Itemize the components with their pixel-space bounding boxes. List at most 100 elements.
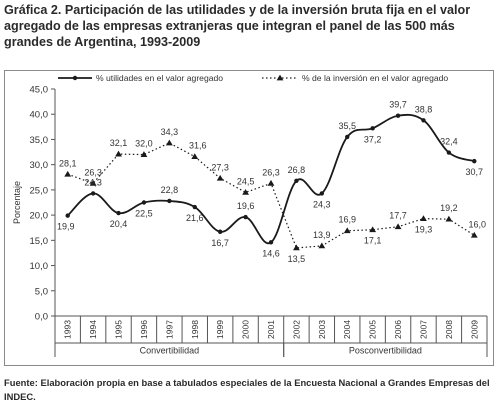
period-label: Posconvertibilidad: [349, 346, 422, 356]
series-0-point: [294, 178, 299, 184]
series-1-point: [445, 215, 453, 222]
x-tick-label: 2009: [469, 320, 479, 339]
legend-marker-0: [72, 75, 78, 81]
x-tick-label: 1993: [63, 320, 73, 339]
data-label: 13,9: [313, 230, 331, 240]
data-label: 14,6: [262, 248, 280, 258]
y-tick-label: 0,0: [35, 312, 48, 323]
data-label: 19,3: [415, 225, 433, 235]
legend-label-1: % de la inversión en el valor agregado: [302, 73, 448, 83]
series-1-point: [369, 226, 377, 233]
data-label: 26,3: [84, 167, 102, 177]
series-1-point: [191, 153, 199, 159]
y-tick-label: 10,0: [30, 261, 49, 272]
data-label: 39,7: [389, 100, 407, 110]
data-label: 37,2: [364, 134, 382, 144]
data-label: 17,7: [389, 211, 407, 221]
series-0-point: [243, 214, 248, 220]
x-tick-label: 1994: [88, 320, 98, 339]
series-1-point: [115, 150, 122, 157]
series-1-point: [394, 223, 402, 230]
data-label: 24,5: [237, 176, 255, 186]
series-0-point: [116, 210, 121, 216]
y-tick-label: 30,0: [30, 160, 49, 171]
x-tick-label: 1999: [215, 320, 225, 339]
chart-title: Gráfica 2. Participación de las utilidad…: [4, 3, 471, 49]
series-1-point: [64, 170, 72, 177]
series-1-point: [216, 174, 224, 181]
series-1-point: [242, 189, 249, 195]
chart-frame: [4, 70, 494, 366]
series-0-point: [395, 113, 401, 118]
series-1-point: [470, 231, 478, 238]
data-label: 19,6: [237, 201, 255, 211]
series-0-point: [192, 204, 197, 210]
series-0-point: [472, 158, 477, 164]
data-label: 16,7: [211, 238, 229, 248]
data-label: 32,4: [440, 137, 458, 147]
data-labels: 19,9 24,3 20,4 22,5 22,8 21,6 16,7 19,6 14,6 26,8…: [57, 100, 486, 264]
data-label: 21,6: [186, 213, 204, 223]
data-label: 30,7: [466, 167, 484, 177]
data-label: 13,5: [288, 254, 306, 264]
series-line-1: [67, 142, 475, 249]
legend-marker-1: [276, 74, 284, 81]
chart-legend: % utilidades en el valor agregado % de la…: [58, 73, 448, 83]
y-axis-label: Porcentaje: [12, 181, 22, 224]
data-label: 35,5: [338, 121, 356, 131]
series-0-point: [268, 240, 274, 245]
data-label: 34,3: [161, 127, 179, 137]
period-label: Convertibilidad: [140, 346, 200, 356]
data-label: 16,0: [469, 219, 487, 229]
series-0-point: [345, 134, 350, 140]
data-label: 24,3: [313, 199, 331, 209]
x-tick-label: 2001: [266, 320, 276, 339]
series-1-point: [343, 227, 351, 234]
data-label: 38,8: [415, 104, 433, 114]
chart-axes: 0,0 5,0 10,0 15,0 20,0 25,0 30,0 35,0 40,0 45,0 Po…: [12, 85, 488, 357]
legend-label-0: % utilidades en el valor agregado: [96, 73, 223, 83]
series-0-point: [319, 191, 325, 196]
series-0-point: [217, 229, 223, 234]
y-tick-label: 35,0: [30, 135, 49, 146]
series-0-point: [446, 150, 452, 155]
y-tick-label: 15,0: [30, 236, 49, 247]
x-tick-label: 2008: [444, 320, 454, 339]
data-label: 28,1: [59, 158, 77, 168]
series-0-point: [65, 213, 70, 218]
x-tick-label: 1996: [139, 320, 149, 339]
x-tick-label: 2000: [241, 320, 251, 339]
series-line-0: [67, 113, 475, 245]
series-1-point: [267, 179, 275, 186]
x-tick-label: 1997: [164, 320, 174, 339]
series-0-point: [167, 198, 172, 204]
y-tick-label: 5,0: [35, 286, 48, 297]
data-label: 19,9: [57, 222, 75, 232]
data-label: 22,8: [161, 185, 179, 195]
data-label: 24,3: [84, 177, 102, 187]
x-tick-label: 1995: [114, 320, 124, 339]
data-label: 17,1: [364, 236, 382, 246]
series-1-point: [318, 242, 326, 249]
y-tick-label: 25,0: [30, 185, 49, 196]
series-1-point: [293, 244, 300, 251]
data-label: 26,8: [288, 165, 306, 175]
data-label: 22,5: [135, 209, 153, 219]
series-0-point: [90, 191, 96, 196]
y-tick-label: 20,0: [30, 211, 49, 222]
series-1-point: [140, 151, 148, 157]
x-tick-label: 2004: [342, 320, 352, 339]
x-tick-label: 2005: [368, 320, 378, 339]
x-tick-label: 2002: [291, 320, 301, 339]
data-label: 19,2: [440, 203, 458, 213]
data-label: 26,3: [262, 167, 280, 177]
data-label: 32,0: [135, 139, 153, 149]
source-note: Fuente: Elaboración propia en base a tab…: [4, 377, 490, 402]
series-1-point: [89, 179, 97, 186]
data-label: 20,4: [110, 219, 128, 229]
data-label: 31,6: [189, 141, 207, 151]
series-0-point: [421, 118, 426, 123]
data-label: 32,1: [110, 138, 128, 148]
y-tick-label: 45,0: [30, 85, 49, 96]
